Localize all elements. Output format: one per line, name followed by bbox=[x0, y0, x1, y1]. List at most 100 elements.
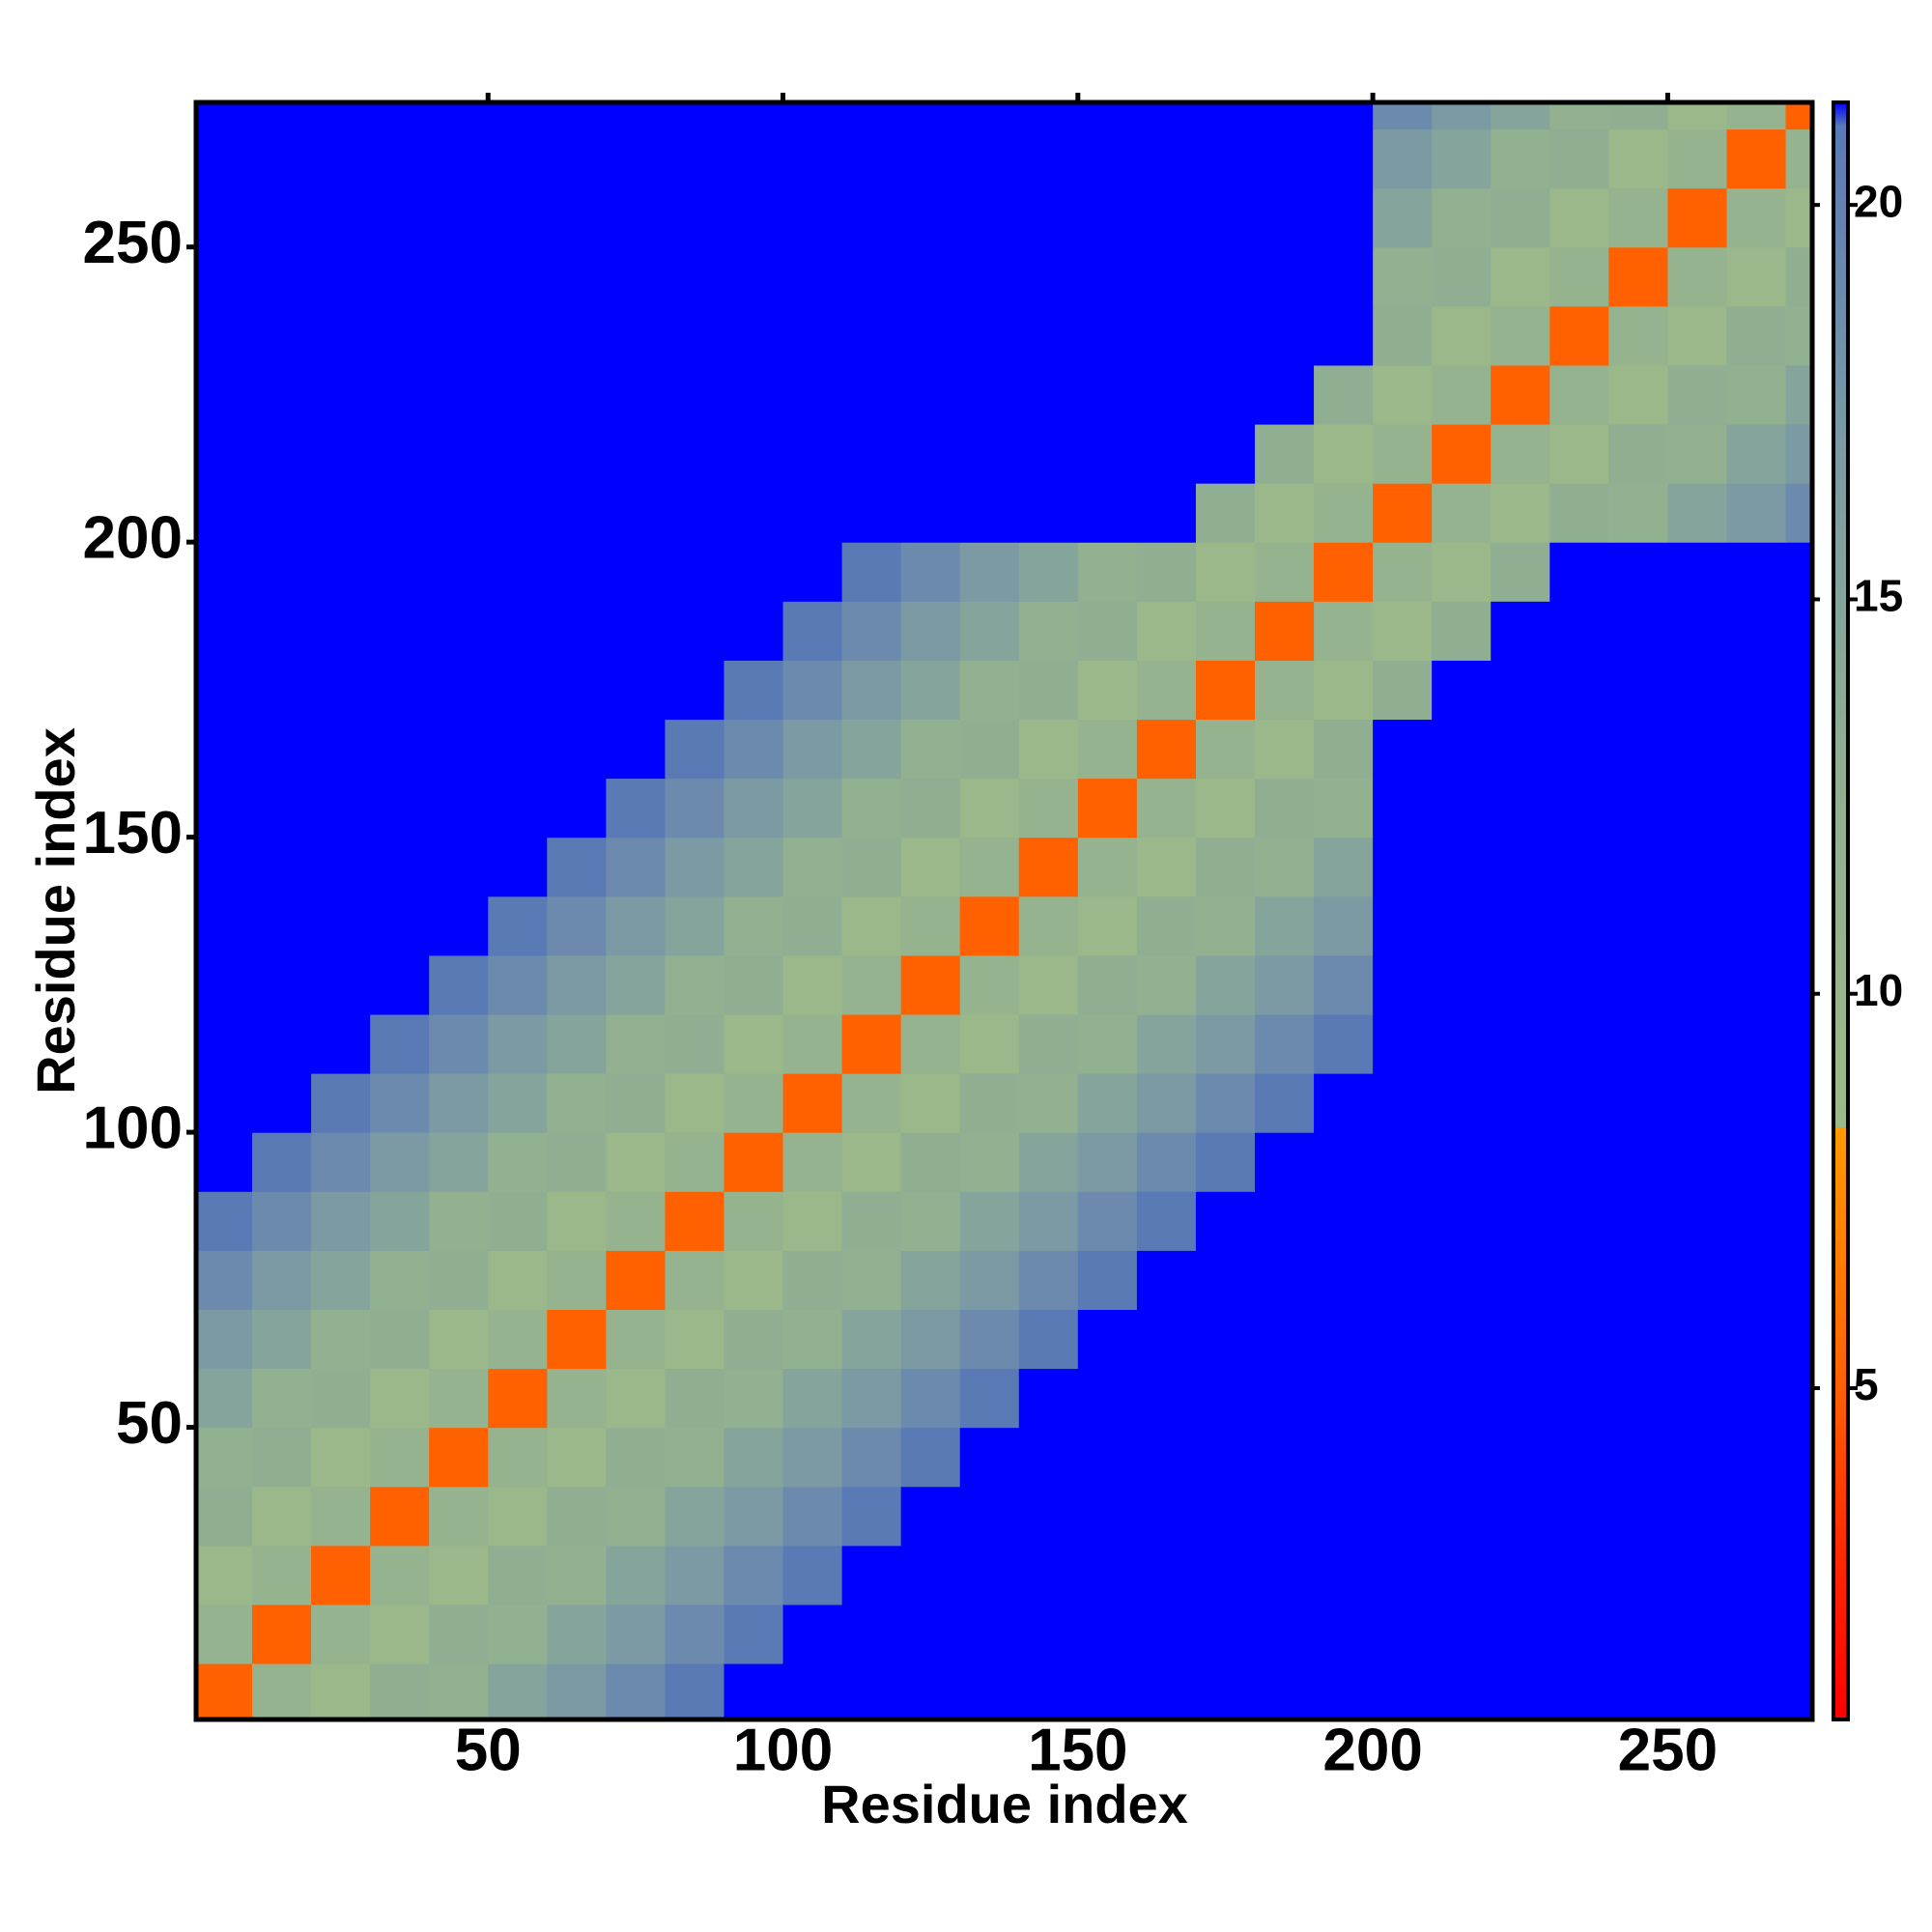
heat-cell bbox=[724, 1191, 784, 1251]
heat-cell bbox=[1432, 1368, 1492, 1429]
heat-cell bbox=[1667, 837, 1728, 897]
heat-cell bbox=[1608, 364, 1669, 425]
heat-cell bbox=[1373, 305, 1433, 366]
heat-cell bbox=[665, 1073, 725, 1133]
heat-cell bbox=[370, 246, 430, 307]
heat-cell bbox=[1195, 601, 1256, 661]
heat-cell bbox=[1726, 1013, 1787, 1074]
heat-cell bbox=[959, 128, 1020, 189]
heat-cell bbox=[1726, 102, 1787, 130]
heat-cell bbox=[252, 1309, 312, 1370]
heat-cell bbox=[724, 423, 784, 484]
heat-cell bbox=[1667, 1545, 1728, 1605]
heat-cell bbox=[370, 1132, 430, 1192]
heat-cell bbox=[1195, 423, 1256, 484]
heat-cell bbox=[959, 1662, 1020, 1719]
heat-cell bbox=[252, 305, 312, 366]
heat-cell bbox=[1254, 1545, 1315, 1605]
heat-cell bbox=[311, 1191, 371, 1251]
heat-cell bbox=[488, 1545, 548, 1605]
heat-cell bbox=[196, 1191, 253, 1251]
heat-cell bbox=[606, 542, 667, 602]
heat-cell bbox=[665, 483, 725, 543]
heat-cell bbox=[665, 1309, 725, 1370]
heat-cell bbox=[606, 102, 667, 130]
heat-cell bbox=[959, 719, 1020, 780]
heat-cell bbox=[370, 542, 430, 602]
heat-cell bbox=[196, 660, 253, 721]
heat-cell bbox=[1195, 364, 1256, 425]
heat-cell bbox=[959, 187, 1020, 248]
heat-cell bbox=[1726, 128, 1787, 189]
heat-cell bbox=[841, 660, 902, 721]
heat-cell bbox=[606, 1662, 667, 1719]
heat-cell bbox=[1136, 1604, 1197, 1664]
heat-cell bbox=[1077, 1662, 1138, 1719]
heat-cell bbox=[252, 778, 312, 838]
heat-cell bbox=[724, 1486, 784, 1547]
heat-cell bbox=[1195, 660, 1256, 721]
heat-cell bbox=[196, 1250, 253, 1310]
heat-cell bbox=[1018, 895, 1079, 956]
heat-cell bbox=[724, 895, 784, 956]
heat-cell bbox=[1018, 1486, 1079, 1547]
heat-cell bbox=[1667, 1132, 1728, 1192]
heat-cell bbox=[1432, 1013, 1492, 1074]
heat-cell bbox=[196, 102, 253, 130]
heat-cell bbox=[547, 1604, 607, 1664]
heat-cell bbox=[782, 1132, 843, 1192]
heat-cell bbox=[1491, 1132, 1550, 1192]
heat-cell bbox=[606, 778, 667, 838]
heat-cell bbox=[429, 1191, 489, 1251]
heat-cell bbox=[900, 1013, 961, 1074]
heat-cell bbox=[606, 601, 667, 661]
heat-cell bbox=[370, 660, 430, 721]
heat-cell bbox=[1549, 483, 1609, 543]
heat-cell bbox=[1136, 542, 1197, 602]
heat-cell bbox=[1314, 102, 1374, 130]
heat-cell bbox=[1136, 187, 1197, 248]
heat-cell bbox=[488, 601, 548, 661]
heat-cell bbox=[1373, 1368, 1433, 1429]
heat-cell bbox=[1432, 1191, 1492, 1251]
heat-cell bbox=[311, 778, 371, 838]
heat-cell bbox=[252, 837, 312, 897]
heat-cell bbox=[1254, 954, 1315, 1015]
heat-cell bbox=[547, 128, 607, 189]
heat-cell bbox=[1314, 1368, 1374, 1429]
heat-cell bbox=[1491, 895, 1550, 956]
heat-cell bbox=[1136, 1191, 1197, 1251]
heat-cell bbox=[1373, 102, 1433, 130]
heat-cell bbox=[1667, 1073, 1728, 1133]
heat-cell bbox=[1667, 1486, 1728, 1547]
heat-cell bbox=[1254, 1250, 1315, 1310]
heat-cell bbox=[370, 1073, 430, 1133]
heat-cell bbox=[724, 102, 784, 130]
heat-cell bbox=[252, 1545, 312, 1605]
heat-cell bbox=[1785, 1604, 1812, 1664]
heat-cell bbox=[1018, 1132, 1079, 1192]
heat-cell bbox=[1136, 246, 1197, 307]
heat-cell bbox=[311, 1604, 371, 1664]
heat-cell bbox=[1549, 1309, 1609, 1370]
heat-cell bbox=[1608, 1427, 1669, 1488]
heat-cell bbox=[196, 1662, 253, 1719]
heat-cell bbox=[1432, 719, 1492, 780]
heat-cell bbox=[1432, 660, 1492, 721]
heat-cell bbox=[196, 837, 253, 897]
heat-cell bbox=[1254, 423, 1315, 484]
heat-cell bbox=[665, 246, 725, 307]
heat-cell bbox=[724, 837, 784, 897]
heat-cell bbox=[1195, 1427, 1256, 1488]
heat-cell bbox=[1785, 102, 1812, 130]
heat-cell bbox=[196, 187, 253, 248]
heat-cell bbox=[1195, 1013, 1256, 1074]
heat-cell bbox=[1667, 364, 1728, 425]
heat-cell bbox=[1195, 1604, 1256, 1664]
heat-cell bbox=[429, 837, 489, 897]
heat-cell bbox=[959, 1309, 1020, 1370]
heat-cell bbox=[606, 187, 667, 248]
heat-cell bbox=[547, 719, 607, 780]
heat-cell bbox=[1491, 1368, 1550, 1429]
heat-cell bbox=[1549, 102, 1609, 130]
